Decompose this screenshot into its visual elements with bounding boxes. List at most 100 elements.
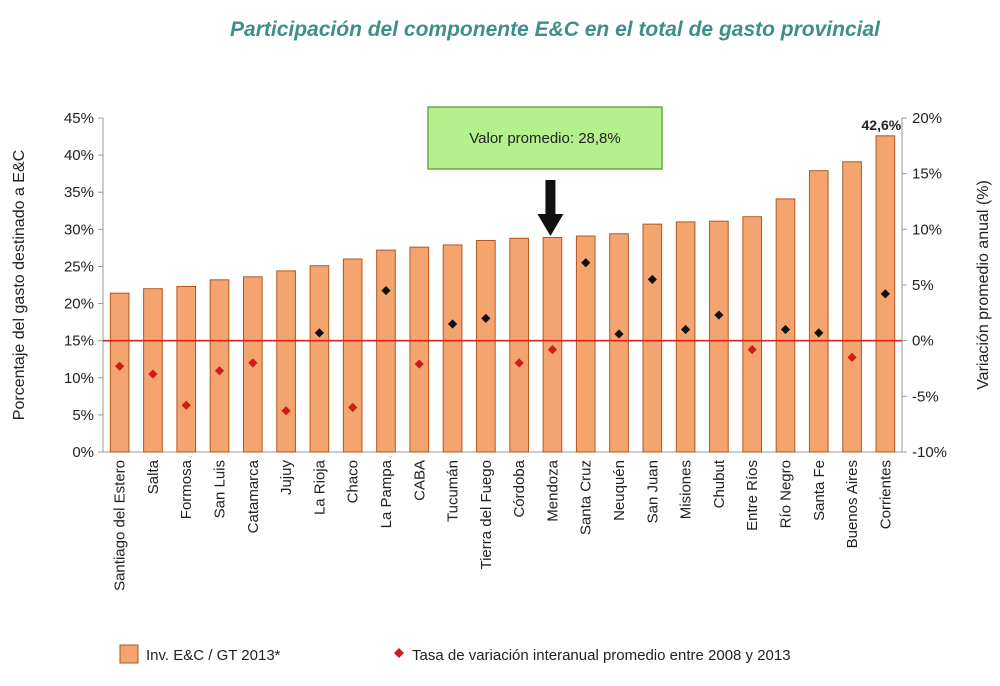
category-label: La Pampa — [378, 459, 395, 528]
category-label: Santa Cruz — [578, 460, 595, 535]
right-tick-label: 5% — [912, 277, 934, 294]
callout-arrow-head — [537, 214, 564, 236]
y-axis-title: Porcentaje del gasto destinado a E&C — [11, 150, 28, 420]
category-label: Tierra del Fuego — [478, 460, 495, 570]
variation-marker — [547, 344, 558, 355]
category-label: San Juan — [644, 460, 661, 523]
callout-box — [427, 106, 663, 170]
right-tick-label: -5% — [912, 388, 939, 405]
bar — [309, 265, 330, 453]
data-label: 42,6% — [862, 117, 902, 133]
variation-marker — [780, 324, 791, 335]
variation-marker — [481, 313, 491, 323]
category-label: Misiones — [678, 460, 695, 519]
variation-marker — [181, 400, 191, 410]
category-label: Salta — [145, 459, 162, 494]
bar — [642, 223, 663, 453]
left-tick-label: 20% — [64, 296, 94, 313]
category-label: Santa Fe — [811, 460, 828, 521]
variation-marker — [814, 328, 824, 338]
variation-marker — [614, 329, 624, 339]
bar — [376, 249, 396, 453]
variation-marker — [148, 369, 158, 379]
legend-label-markers: Tasa de variación interanual promedio en… — [412, 647, 791, 664]
variation-marker — [514, 358, 524, 368]
bar — [742, 216, 763, 453]
legend: Inv. E&C / GT 2013* Tasa de variación int… — [119, 644, 791, 664]
right-tick-label: 15% — [912, 166, 942, 183]
chart-axes — [98, 117, 907, 453]
category-label: Mendoza — [544, 459, 561, 521]
category-label: Tucumán — [445, 460, 462, 522]
variation-marker — [681, 324, 691, 335]
variation-marker — [447, 319, 458, 329]
variation-marker — [847, 352, 857, 362]
bar — [409, 246, 430, 453]
left-tick-label: 5% — [72, 407, 94, 424]
left-tick-label: 0% — [72, 444, 94, 461]
variation-marker — [248, 358, 258, 368]
right-tick-label: 20% — [912, 110, 942, 127]
category-label: Córdoba — [511, 459, 528, 517]
left-tick-label: 45% — [64, 110, 94, 127]
bar — [575, 235, 596, 453]
category-label: Neuquén — [611, 460, 628, 521]
category-label: La Rioja — [311, 459, 328, 515]
bar — [176, 285, 197, 453]
category-label: San Luis — [212, 460, 229, 518]
bar-series — [109, 135, 896, 453]
left-tick-label: 40% — [64, 147, 94, 164]
left-tick-label: 15% — [64, 333, 94, 350]
variation-marker — [747, 344, 757, 355]
variation-marker — [581, 258, 591, 268]
legend-swatch-bars — [119, 644, 139, 664]
left-tick-label: 25% — [64, 258, 94, 275]
tick-labels: 0% 5% 10% 15% 20% 25% 30% 35% 40% 45% -10% -5% 0% 5% 1… — [11, 110, 992, 591]
variation-marker — [647, 274, 657, 285]
variation-marker — [115, 361, 125, 371]
bar — [709, 220, 729, 453]
bar — [542, 236, 563, 453]
bar — [109, 292, 130, 453]
callout-text: Valor promedio: 28,8% — [469, 130, 620, 147]
legend-label-bars: Inv. E&C / GT 2013* — [146, 647, 281, 664]
left-tick-label: 35% — [64, 184, 94, 201]
callout-arrow-shaft — [545, 180, 556, 216]
bar — [509, 237, 529, 453]
bar — [808, 170, 829, 453]
bar — [842, 161, 862, 453]
category-label: Jujuy — [278, 460, 295, 496]
left-tick-label: 30% — [64, 221, 94, 238]
right-tick-label: -10% — [912, 444, 947, 461]
category-label: CABA — [411, 460, 428, 501]
category-label: Formosa — [178, 459, 195, 519]
bar — [209, 279, 230, 453]
variation-marker — [348, 402, 358, 413]
chart-title: Participación del componente E&C en el t… — [230, 18, 880, 41]
average-callout: Valor promedio: 28,8% — [427, 106, 663, 236]
left-tick-label: 10% — [64, 370, 94, 387]
right-tick-label: 10% — [912, 221, 942, 238]
category-label: Catamarca — [245, 459, 262, 533]
category-label: Corrientes — [877, 460, 894, 529]
variation-marker — [414, 359, 424, 369]
bar — [442, 244, 463, 453]
marker-series — [115, 258, 890, 416]
category-label: Chaco — [345, 460, 362, 503]
bar — [476, 239, 496, 453]
bar — [675, 221, 696, 453]
bar — [276, 270, 296, 453]
right-tick-label: 0% — [912, 333, 934, 350]
variation-marker — [281, 406, 291, 416]
variation-marker — [381, 285, 391, 296]
legend-swatch-markers — [394, 648, 404, 658]
y2-axis-title: Variación promedio anual (%) — [975, 180, 992, 390]
category-label: Santiago del Estero — [112, 460, 129, 591]
category-label: Entre Ríos — [744, 460, 761, 531]
variation-marker — [714, 310, 724, 320]
category-label: Buenos Aires — [844, 460, 861, 548]
category-label: Chubut — [711, 459, 728, 508]
variation-marker — [314, 328, 324, 338]
bar — [342, 258, 363, 453]
